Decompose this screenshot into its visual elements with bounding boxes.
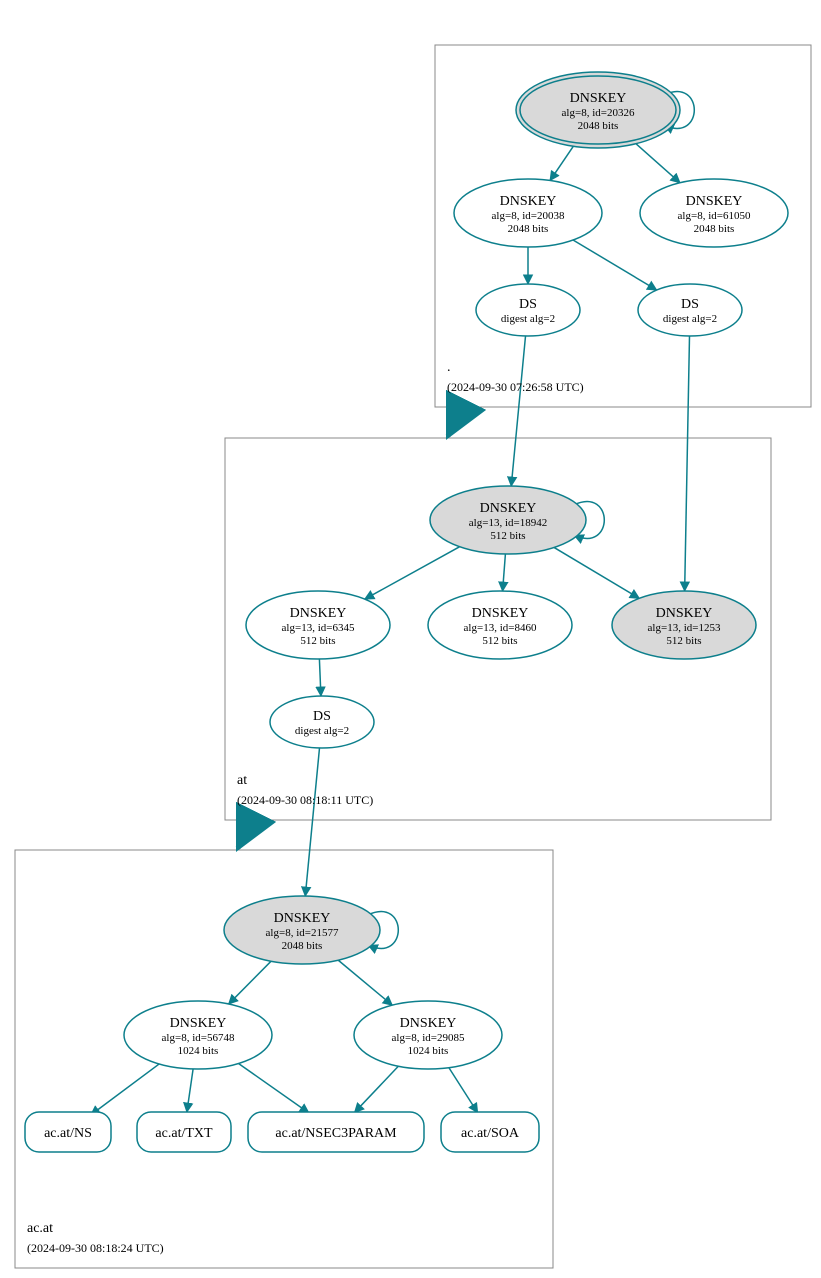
node-n_at_ds: DSdigest alg=2 xyxy=(270,696,374,748)
edge-n_at_z1-to-n_at_ds xyxy=(319,659,321,696)
node-line2: alg=8, id=56748 xyxy=(162,1032,235,1044)
edge-n_ac_z2-to-rr_soa xyxy=(449,1068,478,1113)
edge-n_ac_z2-to-rr_np xyxy=(355,1066,399,1112)
zone-timestamp-at: (2024-09-30 08:18:11 UTC) xyxy=(237,793,373,807)
node-n_at_ksk: DNSKEYalg=13, id=18942512 bits xyxy=(430,486,586,554)
zone-label-acat: ac.at xyxy=(27,1221,53,1236)
edge-n_root_ds1-to-n_at_ksk xyxy=(511,336,525,486)
node-line3: 2048 bits xyxy=(282,940,323,952)
rrset-rr_soa: ac.at/SOA xyxy=(441,1112,539,1152)
zone-label-at: at xyxy=(237,773,247,788)
edge-n_ac_ksk-to-n_ac_z1 xyxy=(229,961,271,1004)
node-line2: alg=8, id=29085 xyxy=(392,1032,465,1044)
node-line2: alg=13, id=6345 xyxy=(282,622,355,634)
rrset-label: ac.at/TXT xyxy=(155,1126,213,1141)
zone-label-root: . xyxy=(447,360,451,375)
node-line2: alg=8, id=21577 xyxy=(266,927,339,939)
node-line2: alg=8, id=20326 xyxy=(562,107,635,119)
node-title: DNSKEY xyxy=(686,194,743,209)
rrset-label: ac.at/NS xyxy=(44,1126,92,1141)
edge-n_at_ds-to-n_ac_ksk xyxy=(305,748,319,896)
node-n_root_zsk2: DNSKEYalg=8, id=610502048 bits xyxy=(640,179,788,247)
node-n_root_ds2: DSdigest alg=2 xyxy=(638,284,742,336)
edge-n_root_ds2-to-n_at_z3 xyxy=(685,336,690,591)
node-title: DNSKEY xyxy=(170,1016,227,1031)
edge-n_ac_z1-to-rr_np xyxy=(238,1063,308,1113)
node-line3: 512 bits xyxy=(482,635,517,647)
node-line2: alg=13, id=18942 xyxy=(469,517,547,529)
zone-timestamp-root: (2024-09-30 07:26:58 UTC) xyxy=(447,380,584,394)
node-title: DNSKEY xyxy=(274,911,331,926)
edge-n_at_ksk-to-n_at_z2 xyxy=(503,554,506,591)
node-n_ac_ksk: DNSKEYalg=8, id=215772048 bits xyxy=(224,896,380,964)
node-line2: alg=13, id=1253 xyxy=(648,622,721,634)
node-line3: 2048 bits xyxy=(578,120,619,132)
rrset-rr_np: ac.at/NSEC3PARAM xyxy=(248,1112,424,1152)
node-line2: alg=8, id=61050 xyxy=(678,210,751,222)
node-n_root_zsk1: DNSKEYalg=8, id=200382048 bits xyxy=(454,179,602,247)
node-title: DNSKEY xyxy=(480,501,537,516)
node-line3: 2048 bits xyxy=(508,223,549,235)
node-line2: alg=8, id=20038 xyxy=(492,210,565,222)
rrset-label: ac.at/NSEC3PARAM xyxy=(275,1126,397,1141)
node-title: DNSKEY xyxy=(500,194,557,209)
node-line2: digest alg=2 xyxy=(295,725,349,737)
node-n_at_z1: DNSKEYalg=13, id=6345512 bits xyxy=(246,591,390,659)
node-title: DS xyxy=(681,297,699,312)
node-title: DNSKEY xyxy=(656,606,713,621)
node-n_root_ksk: DNSKEYalg=8, id=203262048 bits xyxy=(516,72,680,148)
rrset-label: ac.at/SOA xyxy=(461,1126,520,1141)
edge-n_ac_ksk-to-n_ac_z2 xyxy=(338,960,392,1005)
dnssec-diagram: DNSKEYalg=8, id=203262048 bitsDNSKEYalg=… xyxy=(0,0,821,1278)
node-line2: digest alg=2 xyxy=(501,313,555,325)
node-title: DS xyxy=(519,297,537,312)
node-line3: 512 bits xyxy=(490,530,525,542)
edge-n_at_ksk-to-n_at_z1 xyxy=(365,547,460,599)
node-title: DS xyxy=(313,709,331,724)
node-line2: digest alg=2 xyxy=(663,313,717,325)
edge-n_root_ksk-to-n_root_zsk2 xyxy=(632,141,680,183)
edge-n_root_zsk1-to-n_root_ds2 xyxy=(573,240,657,290)
node-line3: 1024 bits xyxy=(178,1045,219,1057)
node-line3: 1024 bits xyxy=(408,1045,449,1057)
edge-n_root_ksk-to-n_root_zsk1 xyxy=(550,143,576,181)
node-title: DNSKEY xyxy=(472,606,529,621)
edge-n_ac_z1-to-rr_ns xyxy=(91,1064,159,1115)
rrset-rr_txt: ac.at/TXT xyxy=(137,1112,231,1152)
node-n_ac_z2: DNSKEYalg=8, id=290851024 bits xyxy=(354,1001,502,1069)
edge-n_at_ksk-to-n_at_z3 xyxy=(554,547,639,598)
node-n_at_z3: DNSKEYalg=13, id=1253512 bits xyxy=(612,591,756,659)
node-line3: 512 bits xyxy=(666,635,701,647)
node-title: DNSKEY xyxy=(400,1016,457,1031)
node-n_root_ds1: DSdigest alg=2 xyxy=(476,284,580,336)
edge-n_ac_z1-to-rr_txt xyxy=(187,1069,193,1112)
node-title: DNSKEY xyxy=(570,91,627,106)
node-title: DNSKEY xyxy=(290,606,347,621)
rrset-rr_ns: ac.at/NS xyxy=(25,1112,111,1152)
node-line2: alg=13, id=8460 xyxy=(464,622,537,634)
zone-arrow-at-to-acat xyxy=(238,820,252,848)
node-line3: 2048 bits xyxy=(694,223,735,235)
node-n_ac_z1: DNSKEYalg=8, id=567481024 bits xyxy=(124,1001,272,1069)
node-n_at_z2: DNSKEYalg=13, id=8460512 bits xyxy=(428,591,572,659)
zone-arrow-root-to-at xyxy=(448,408,462,436)
zone-timestamp-acat: (2024-09-30 08:18:24 UTC) xyxy=(27,1241,164,1255)
node-line3: 512 bits xyxy=(300,635,335,647)
